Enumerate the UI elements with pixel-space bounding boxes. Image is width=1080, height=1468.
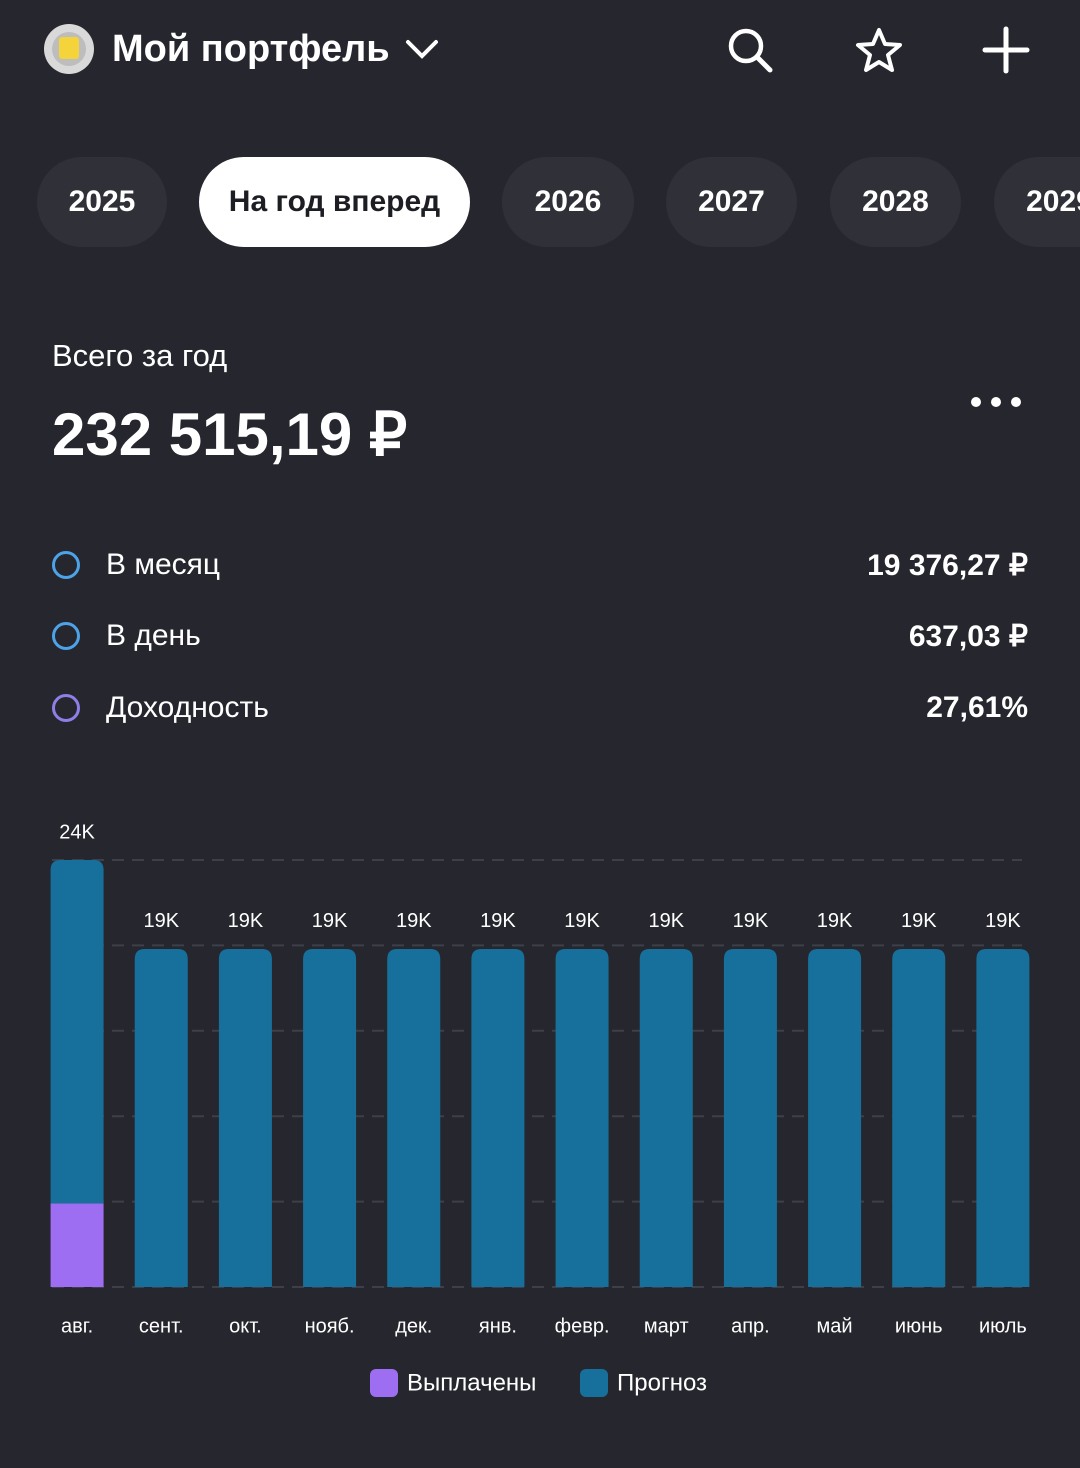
add-icon[interactable]: [982, 26, 1030, 74]
legend-label: Выплачены: [407, 1369, 536, 1396]
x-tick-label: нояб.: [305, 1315, 355, 1337]
bar-segment: [50, 860, 104, 1204]
legend-swatch: [370, 1369, 398, 1397]
stat-icon: [52, 622, 80, 650]
value-label: 19K: [143, 910, 179, 932]
bar-segment: [471, 948, 525, 1287]
stat-value: 27,61%: [926, 691, 1028, 724]
bar-segment: [134, 948, 188, 1287]
stat-row: В месяц 19 376,27 ₽: [52, 545, 1028, 585]
stat-row: В день 637,03 ₽: [52, 616, 1028, 656]
bar-segment: [555, 948, 609, 1287]
tab-active[interactable]: На год вперед: [199, 157, 470, 247]
value-label: 19K: [985, 910, 1021, 932]
tab[interactable]: 2025: [37, 157, 167, 247]
x-tick-label: авг.: [61, 1315, 93, 1337]
value-label: 19K: [733, 910, 769, 932]
x-tick-label: май: [817, 1315, 853, 1337]
tab[interactable]: 2028: [830, 157, 961, 247]
period-tabs: 2025 На год вперед 2026 2027 2028 2029: [0, 157, 1080, 247]
value-label: 19K: [312, 910, 348, 932]
dropdown-chevron[interactable]: [404, 34, 440, 64]
x-tick-label: окт.: [229, 1315, 262, 1337]
logo: [44, 24, 94, 74]
bar-segment: [723, 948, 777, 1287]
bar-segment: [892, 948, 946, 1287]
x-tick-label: сент.: [139, 1315, 184, 1337]
value-label: 19K: [901, 910, 937, 932]
star-icon[interactable]: [854, 26, 904, 74]
value-label: 19K: [396, 910, 432, 932]
legend-swatch: [580, 1369, 608, 1397]
stat-label: В день: [106, 619, 201, 652]
stat-label: В месяц: [106, 548, 221, 581]
value-label: 19K: [480, 910, 516, 932]
x-tick-label: июнь: [895, 1315, 943, 1337]
stat-value: 19 376,27 ₽: [867, 548, 1028, 582]
bar-segment: [303, 948, 357, 1287]
portfolio-title[interactable]: Мой портфель: [112, 28, 390, 70]
x-tick-label: апр.: [731, 1315, 770, 1337]
search-icon[interactable]: [726, 26, 774, 74]
stat-label: Доходность: [106, 691, 269, 724]
tab[interactable]: 2027: [666, 157, 797, 247]
value-label: 19K: [817, 910, 853, 932]
value-label: 19K: [228, 910, 264, 932]
summary-amount: 232 515,19 ₽: [52, 401, 408, 468]
value-label: 19K: [648, 910, 684, 932]
value-label: 19K: [564, 910, 600, 932]
bar-segment: [639, 948, 693, 1287]
stat-icon: [52, 694, 80, 722]
stat-value: 637,03 ₽: [908, 619, 1028, 653]
bar-segment: [387, 948, 441, 1287]
bar-segment: [218, 948, 272, 1287]
bar-segment: [976, 948, 1030, 1287]
x-tick-label: февр.: [555, 1315, 610, 1337]
stat-icon: [52, 551, 80, 579]
x-tick-label: дек.: [395, 1315, 432, 1337]
more-menu[interactable]: [966, 392, 1028, 412]
summary-label: Всего за год: [52, 338, 228, 373]
x-tick-label: март: [644, 1315, 689, 1337]
chart: 24K авг. 19K сент. 19K окт. 19K нояб. 19K дек. 19K…: [50, 821, 1030, 1397]
stat-row: Доходность 27,61%: [52, 688, 1028, 728]
tab[interactable]: 2029: [994, 157, 1080, 247]
tab[interactable]: 2026: [502, 157, 634, 247]
bar-segment: [808, 948, 862, 1287]
x-tick-label: янв.: [479, 1315, 517, 1337]
value-label: 24K: [59, 821, 95, 843]
x-tick-label: июль: [979, 1315, 1027, 1337]
legend-label: Прогноз: [617, 1369, 707, 1396]
bar-segment: [50, 1203, 104, 1287]
